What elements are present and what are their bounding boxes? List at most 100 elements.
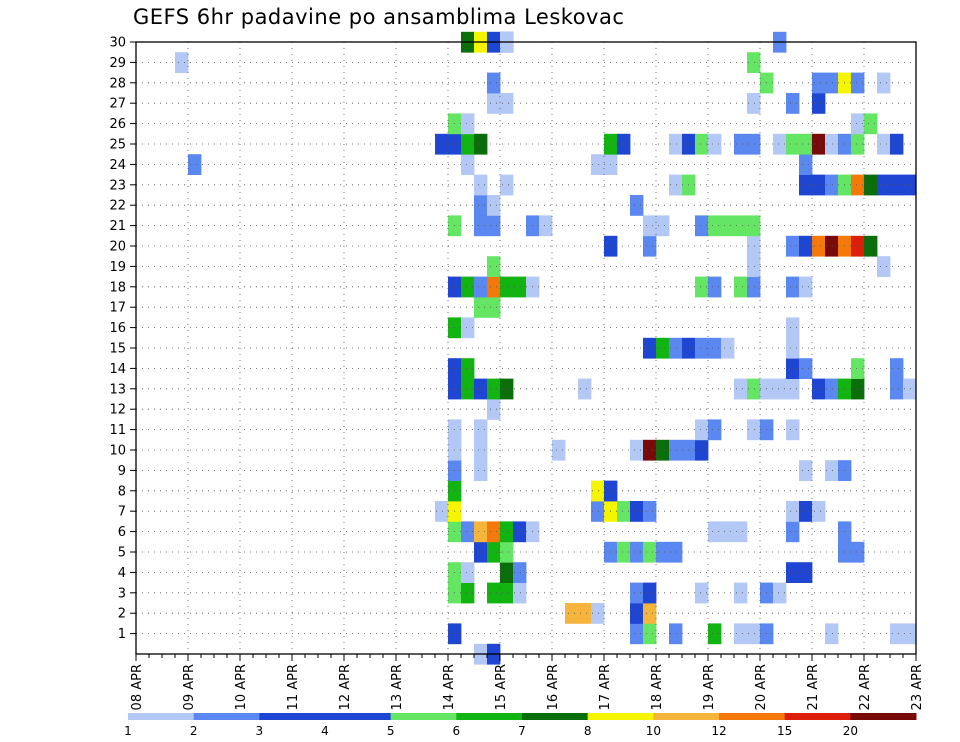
data-cell bbox=[747, 378, 761, 400]
y-tick-label: 30 bbox=[109, 36, 126, 51]
data-cell bbox=[786, 337, 800, 359]
y-tick-label: 2 bbox=[118, 607, 126, 622]
y-tick-label: 21 bbox=[109, 219, 126, 234]
y-tick-label: 15 bbox=[109, 342, 126, 357]
colorbar-label: 4 bbox=[321, 724, 329, 738]
data-cell bbox=[890, 133, 904, 155]
data-cell bbox=[812, 501, 826, 522]
data-cell bbox=[877, 256, 891, 277]
x-tick-label: 17 APR bbox=[598, 664, 613, 710]
data-cell bbox=[786, 235, 800, 257]
data-cell bbox=[825, 623, 839, 645]
data-cell bbox=[669, 174, 683, 196]
y-tick-label: 19 bbox=[109, 260, 126, 275]
data-cell bbox=[630, 439, 644, 461]
data-cell bbox=[643, 235, 657, 257]
data-cell bbox=[734, 521, 748, 543]
y-axis: 1234567891011121314151617181920212223242… bbox=[109, 36, 136, 642]
data-cell bbox=[500, 276, 514, 298]
data-cell bbox=[708, 337, 722, 359]
x-tick-label: 14 APR bbox=[442, 664, 457, 710]
data-cell bbox=[799, 358, 813, 379]
data-cell bbox=[630, 603, 644, 624]
x-tick-label: 15 APR bbox=[494, 664, 509, 710]
data-cell bbox=[890, 623, 904, 645]
data-cell bbox=[747, 256, 761, 277]
x-tick-label: 22 APR bbox=[858, 664, 873, 710]
data-cell bbox=[461, 378, 475, 400]
y-tick-label: 17 bbox=[109, 301, 126, 316]
x-tick-label: 23 APR bbox=[910, 664, 925, 710]
data-cell bbox=[734, 582, 748, 604]
data-cell bbox=[786, 521, 800, 543]
data-cell bbox=[474, 297, 488, 318]
data-cell bbox=[734, 215, 748, 237]
data-cell bbox=[903, 174, 917, 196]
data-cell bbox=[695, 276, 709, 298]
data-cell bbox=[786, 378, 800, 400]
data-cell bbox=[890, 174, 904, 196]
data-cell bbox=[591, 480, 605, 502]
data-cell bbox=[799, 235, 813, 257]
x-tick-label: 12 APR bbox=[338, 664, 353, 710]
data-cell bbox=[474, 439, 488, 461]
data-cell bbox=[643, 582, 657, 604]
data-cell bbox=[695, 439, 709, 461]
data-cell bbox=[656, 541, 670, 563]
colorbar-label: 2 bbox=[190, 724, 198, 738]
colorbar-swatch bbox=[653, 713, 720, 720]
data-cell bbox=[487, 399, 501, 420]
data-cell bbox=[812, 93, 826, 114]
data-cell bbox=[487, 93, 501, 114]
chart-title: GEFS 6hr padavine po ansamblima Leskovac bbox=[133, 5, 625, 29]
data-cell bbox=[786, 93, 800, 114]
y-tick-label: 8 bbox=[118, 484, 126, 499]
data-cell bbox=[513, 562, 527, 583]
colorbar-label: 1 bbox=[124, 724, 132, 738]
data-cell bbox=[734, 133, 748, 155]
data-cell bbox=[656, 439, 670, 461]
data-cell bbox=[786, 276, 800, 298]
data-cell bbox=[708, 521, 722, 543]
data-cell bbox=[617, 501, 631, 522]
data-cell bbox=[175, 52, 189, 73]
data-cell bbox=[825, 378, 839, 400]
data-cell bbox=[786, 562, 800, 583]
data-cell bbox=[695, 215, 709, 237]
x-tick-label: 10 APR bbox=[234, 664, 249, 710]
data-cell bbox=[630, 501, 644, 522]
x-tick-label: 20 APR bbox=[754, 664, 769, 710]
colorbar-label: 12 bbox=[711, 724, 726, 738]
data-cell bbox=[630, 582, 644, 604]
data-cell bbox=[695, 337, 709, 359]
data-cell bbox=[630, 195, 644, 216]
data-cell bbox=[474, 133, 488, 155]
data-cell bbox=[734, 378, 748, 400]
data-cell bbox=[669, 623, 683, 645]
colorbar-swatch bbox=[390, 713, 457, 720]
data-cell bbox=[461, 133, 475, 155]
colorbar-label: 7 bbox=[518, 724, 526, 738]
data-cell bbox=[786, 501, 800, 522]
colorbar-swatch bbox=[193, 713, 260, 720]
colorbar-label: 3 bbox=[256, 724, 264, 738]
data-cell bbox=[487, 521, 501, 543]
data-cell bbox=[799, 460, 813, 481]
x-tick-label: 18 APR bbox=[650, 664, 665, 710]
colorbar-swatch bbox=[456, 713, 523, 720]
data-cell bbox=[708, 623, 722, 645]
data-cell bbox=[695, 419, 709, 441]
colorbar-swatch bbox=[325, 713, 392, 720]
data-cell bbox=[461, 154, 475, 175]
data-cell bbox=[708, 133, 722, 155]
data-cell bbox=[461, 582, 475, 604]
data-cell bbox=[617, 541, 631, 563]
data-cell bbox=[435, 133, 449, 155]
data-cell bbox=[643, 337, 657, 359]
data-cell bbox=[812, 235, 826, 257]
data-cell bbox=[500, 93, 514, 114]
data-cell bbox=[851, 174, 865, 196]
data-cell bbox=[487, 276, 501, 298]
y-tick-label: 7 bbox=[118, 505, 126, 520]
